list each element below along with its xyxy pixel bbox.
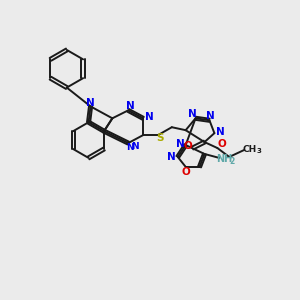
Text: N: N bbox=[167, 152, 176, 162]
Text: S: S bbox=[156, 133, 164, 143]
Text: NH: NH bbox=[216, 154, 232, 164]
Text: N: N bbox=[176, 139, 185, 149]
Text: 2: 2 bbox=[230, 158, 235, 166]
Text: N: N bbox=[86, 98, 95, 108]
Text: O: O bbox=[181, 167, 190, 177]
Text: N: N bbox=[188, 109, 197, 119]
Text: O: O bbox=[183, 141, 192, 151]
Text: N: N bbox=[145, 112, 153, 122]
Text: N: N bbox=[126, 101, 135, 111]
Text: 3: 3 bbox=[256, 148, 261, 154]
Text: N: N bbox=[126, 142, 134, 152]
Text: N: N bbox=[206, 111, 215, 121]
Text: CH: CH bbox=[243, 145, 257, 154]
Text: O: O bbox=[218, 139, 227, 149]
Text: N: N bbox=[131, 142, 139, 151]
Text: N: N bbox=[216, 127, 225, 137]
